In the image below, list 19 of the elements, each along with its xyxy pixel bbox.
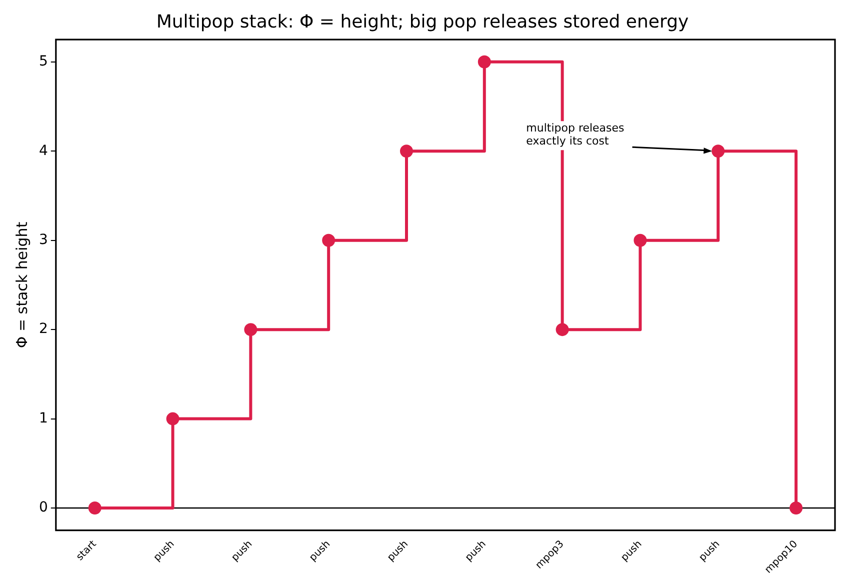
point (166, 412, 180, 426)
annotation: multipop releases exactly its cost (526, 121, 625, 148)
point (634, 234, 647, 247)
point (88, 502, 102, 515)
point (244, 323, 258, 336)
point (478, 55, 491, 68)
y-tick-label: 0 (38, 500, 48, 516)
y-tick-label: 1 (38, 410, 48, 426)
point (400, 144, 413, 158)
point (556, 323, 569, 336)
y-tick-label: 5 (38, 54, 48, 70)
chart-title: Multipop stack: Φ = height; big pop releases stored energy (156, 11, 689, 32)
y-tick-label: 2 (38, 321, 48, 338)
y-tick-label: 3 (38, 232, 48, 248)
point (712, 144, 725, 158)
y-axis-title: Φ = stack height (12, 222, 31, 348)
y-tick-label: 4 (38, 142, 48, 159)
point (790, 502, 803, 515)
point (322, 234, 336, 247)
